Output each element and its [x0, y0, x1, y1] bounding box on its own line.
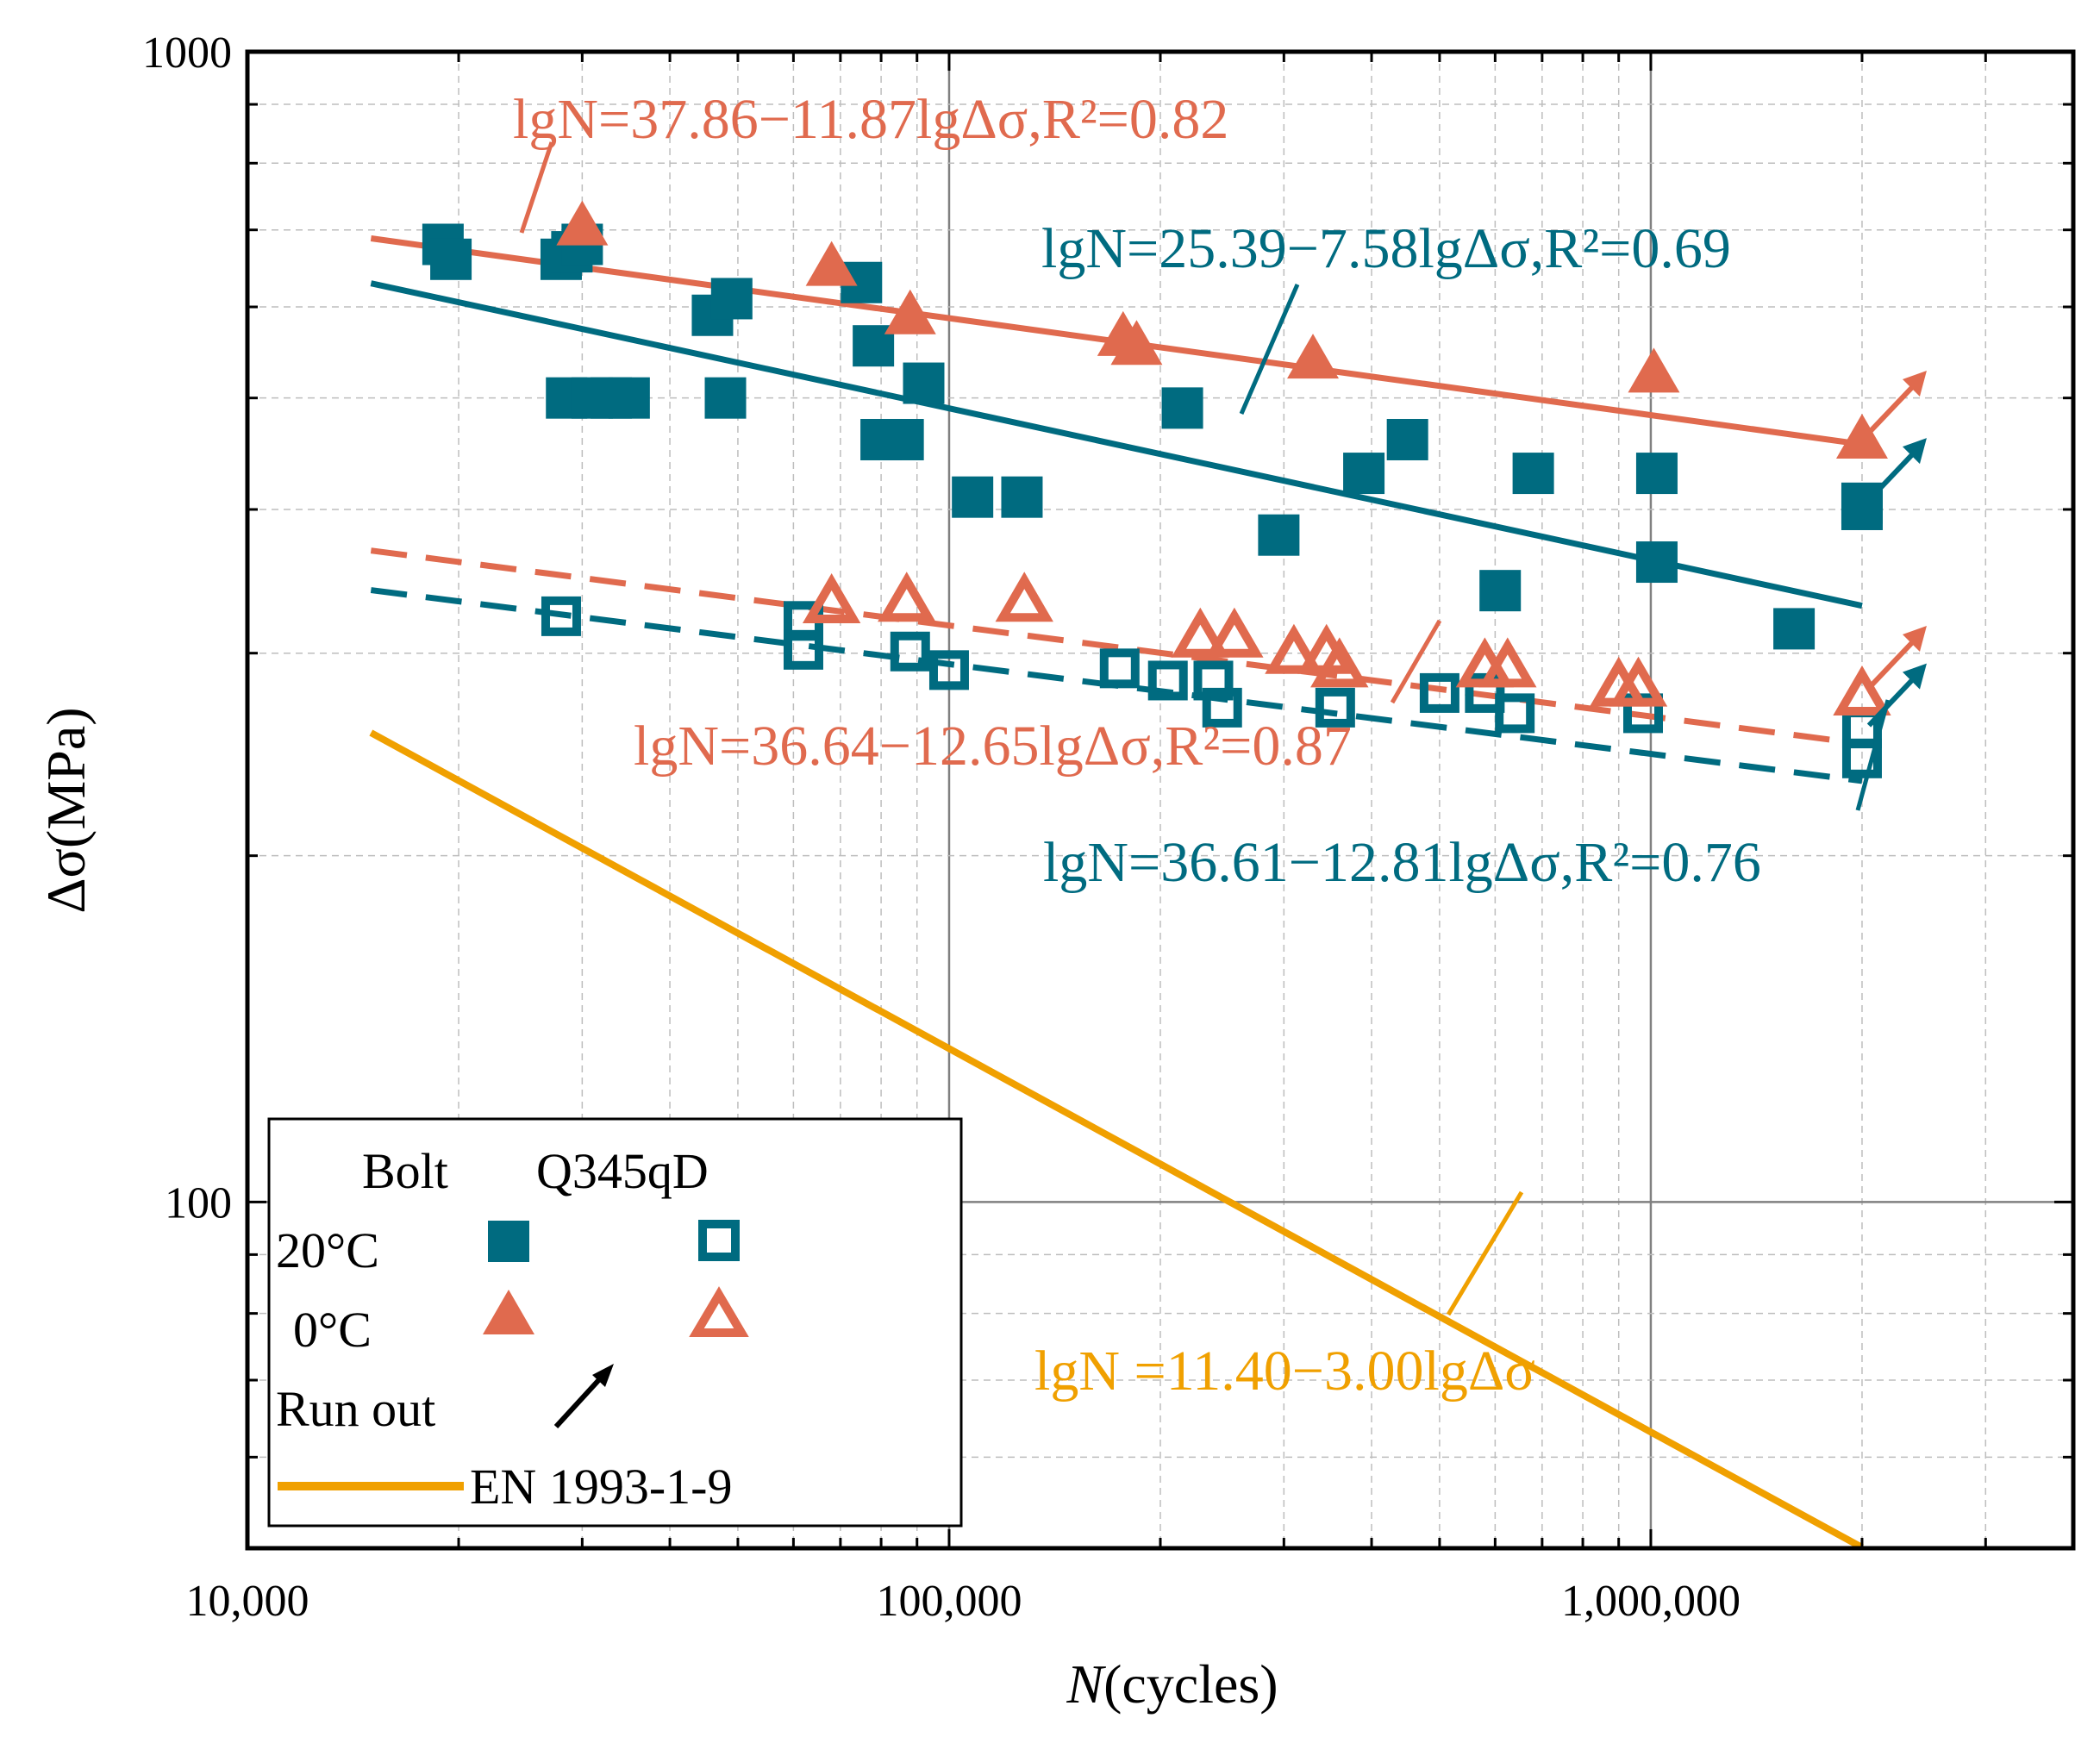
marker-bolt-20c [1479, 570, 1522, 612]
run-out-arrow-shaft [1866, 632, 1922, 690]
legend-marker-q345qd-0c [689, 1286, 749, 1337]
tick-labels: 10,000 100,000 1,000,000 100 1000 [142, 28, 1741, 1626]
marker-q345qd-20c [541, 596, 581, 636]
marker-bolt-20c [1258, 514, 1300, 556]
fit-line-2 [370, 547, 1863, 747]
marker-q345qd-20c [890, 631, 930, 672]
marker-bolt-0c [1628, 347, 1680, 393]
marker-q345qd-0c [878, 572, 936, 622]
marker-bolt-0c [1287, 334, 1340, 379]
marker-q345qd-20c [1147, 660, 1188, 701]
fit-label-bolt-0c: lgN=37.86−11.87lgΔσ,R²=0.82 [513, 88, 1228, 151]
y-axis-title: Δσ(MPa) [35, 707, 97, 913]
marker-bolt-20c [1343, 453, 1385, 495]
marker-bolt-20c [1512, 453, 1554, 495]
annotation-leaders [519, 141, 1891, 1316]
legend-row-0c: 0°C [293, 1302, 372, 1358]
marker-q345qd-20c [1315, 687, 1355, 728]
marker-q345qd-0c [1833, 665, 1891, 716]
marker-q345qd-0c [1310, 637, 1369, 688]
legend-row-20c: 20°C [276, 1222, 379, 1278]
marker-bolt-0c [556, 200, 609, 246]
marker-bolt-0c [1110, 320, 1163, 366]
run-out-arrow-head [1902, 626, 1927, 653]
legend-marker-q345qd-20c [698, 1220, 740, 1261]
fit-line-1 [370, 280, 1863, 609]
x-tick-label: 100,000 [876, 1577, 1022, 1626]
marker-q345qd-0c [1265, 623, 1323, 674]
run-out-arrow-head [1902, 438, 1927, 465]
data-markers [422, 200, 1891, 778]
fit-label-q345qd-0c: lgN=36.64−12.65lgΔσ,R²=0.87 [634, 715, 1352, 778]
legend-run-out: Run out [276, 1381, 435, 1437]
legend-en-line: EN 1993-1-9 [470, 1459, 732, 1515]
legend-run-out-arrow-shaft [553, 1372, 606, 1429]
marker-bolt-20c [882, 418, 924, 460]
marker-q345qd-20c [1099, 648, 1140, 689]
marker-q345qd-20c [1841, 738, 1882, 778]
marker-bolt-20c [1386, 418, 1428, 460]
marker-q345qd-20c [928, 650, 969, 690]
marker-bolt-20c [430, 238, 472, 280]
marker-q345qd-0c [1205, 607, 1264, 658]
marker-q345qd-20c [783, 629, 823, 670]
marker-bolt-20c [1635, 541, 1678, 584]
y-tick-label: 100 [165, 1178, 232, 1228]
legend-marker-bolt-20c [488, 1221, 529, 1262]
annotation-leader-line [1239, 284, 1300, 415]
annotation-leader-line [1855, 699, 1891, 811]
fit-label-en1993: lgN =11.40−3.00lgΔσ [1034, 1340, 1535, 1403]
marker-bolt-20c [1773, 608, 1816, 650]
marker-bolt-20c [1161, 387, 1203, 429]
run-out-arrows [1866, 370, 1927, 728]
run-out-arrow-head [1902, 663, 1927, 690]
marker-q345qd-0c [802, 573, 861, 623]
marker-bolt-0c [1835, 413, 1888, 459]
marker-bolt-20c [608, 377, 650, 419]
fit-line-4 [369, 729, 1864, 1551]
x-axis-title: N(cycles) [1066, 1653, 1278, 1715]
marker-q345qd-20c [1622, 693, 1663, 734]
marker-q345qd-20c [1419, 672, 1459, 713]
marker-q345qd-20c [1495, 693, 1535, 734]
legend-box [267, 1117, 963, 1528]
y-tick-label: 1000 [142, 28, 232, 78]
legend-header-bolt: Bolt [362, 1143, 448, 1199]
marker-bolt-20c [1001, 476, 1043, 518]
marker-bolt-0c [884, 289, 936, 334]
legend: Bolt Q345qD 20°C 0°C Run out EN 1993-1-9 [267, 1117, 963, 1528]
legend-header-steel: Q345qD [536, 1143, 709, 1199]
marker-bolt-0c [805, 241, 858, 286]
annotation-leader-line [1446, 1190, 1524, 1316]
marker-q345qd-0c [1171, 607, 1230, 658]
marker-q345qd-20c [1202, 687, 1242, 728]
marker-q345qd-0c [1609, 656, 1668, 707]
marker-bolt-20c [952, 476, 994, 518]
fit-label-q345qd-20c: lgN=36.61−12.81lgΔσ,R²=0.76 [1043, 831, 1761, 894]
run-out-arrow-shaft [1866, 670, 1922, 728]
annotation-leader-line [519, 141, 554, 234]
run-out-arrow-shaft [1866, 377, 1922, 435]
marker-bolt-20c [704, 377, 747, 419]
run-out-arrow-head [1902, 370, 1927, 397]
marker-bolt-20c [710, 278, 753, 320]
axis-ticks [247, 52, 2073, 1550]
fit-label-bolt-20c: lgN=25.39−7.58lgΔσ,R²=0.69 [1041, 217, 1731, 280]
marker-q345qd-0c [1478, 637, 1537, 688]
legend-marker-bolt-0c [483, 1290, 534, 1334]
marker-q345qd-0c [995, 572, 1053, 622]
x-tick-label: 1,000,000 [1561, 1577, 1741, 1626]
run-out-arrow-shaft [1866, 445, 1922, 503]
marker-bolt-20c [903, 362, 945, 404]
annotation-leader-line [1390, 619, 1442, 704]
legend-run-out-arrow-head [592, 1364, 614, 1387]
x-tick-label: 10,000 [186, 1577, 309, 1626]
marker-bolt-20c [1635, 453, 1678, 495]
